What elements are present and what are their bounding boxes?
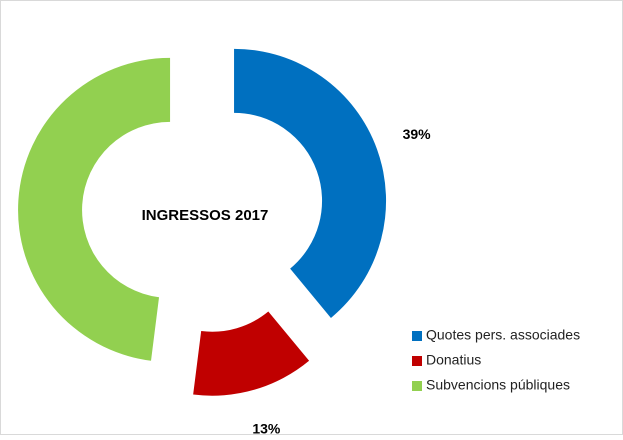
donut-slice [18, 57, 171, 361]
data-label: 39% [403, 126, 432, 142]
legend-label: Subvencions públiques [426, 377, 570, 393]
legend-label: Quotes pers. associades [426, 327, 580, 343]
legend-swatch [412, 331, 422, 341]
legend-label: Donatius [426, 352, 481, 368]
chart-title: INGRESSOS 2017 [142, 207, 269, 224]
donut-slice [234, 48, 387, 318]
donut-slice [193, 311, 310, 396]
legend-swatch [412, 356, 422, 366]
data-label: 13% [252, 421, 281, 435]
legend-swatch [412, 381, 422, 391]
